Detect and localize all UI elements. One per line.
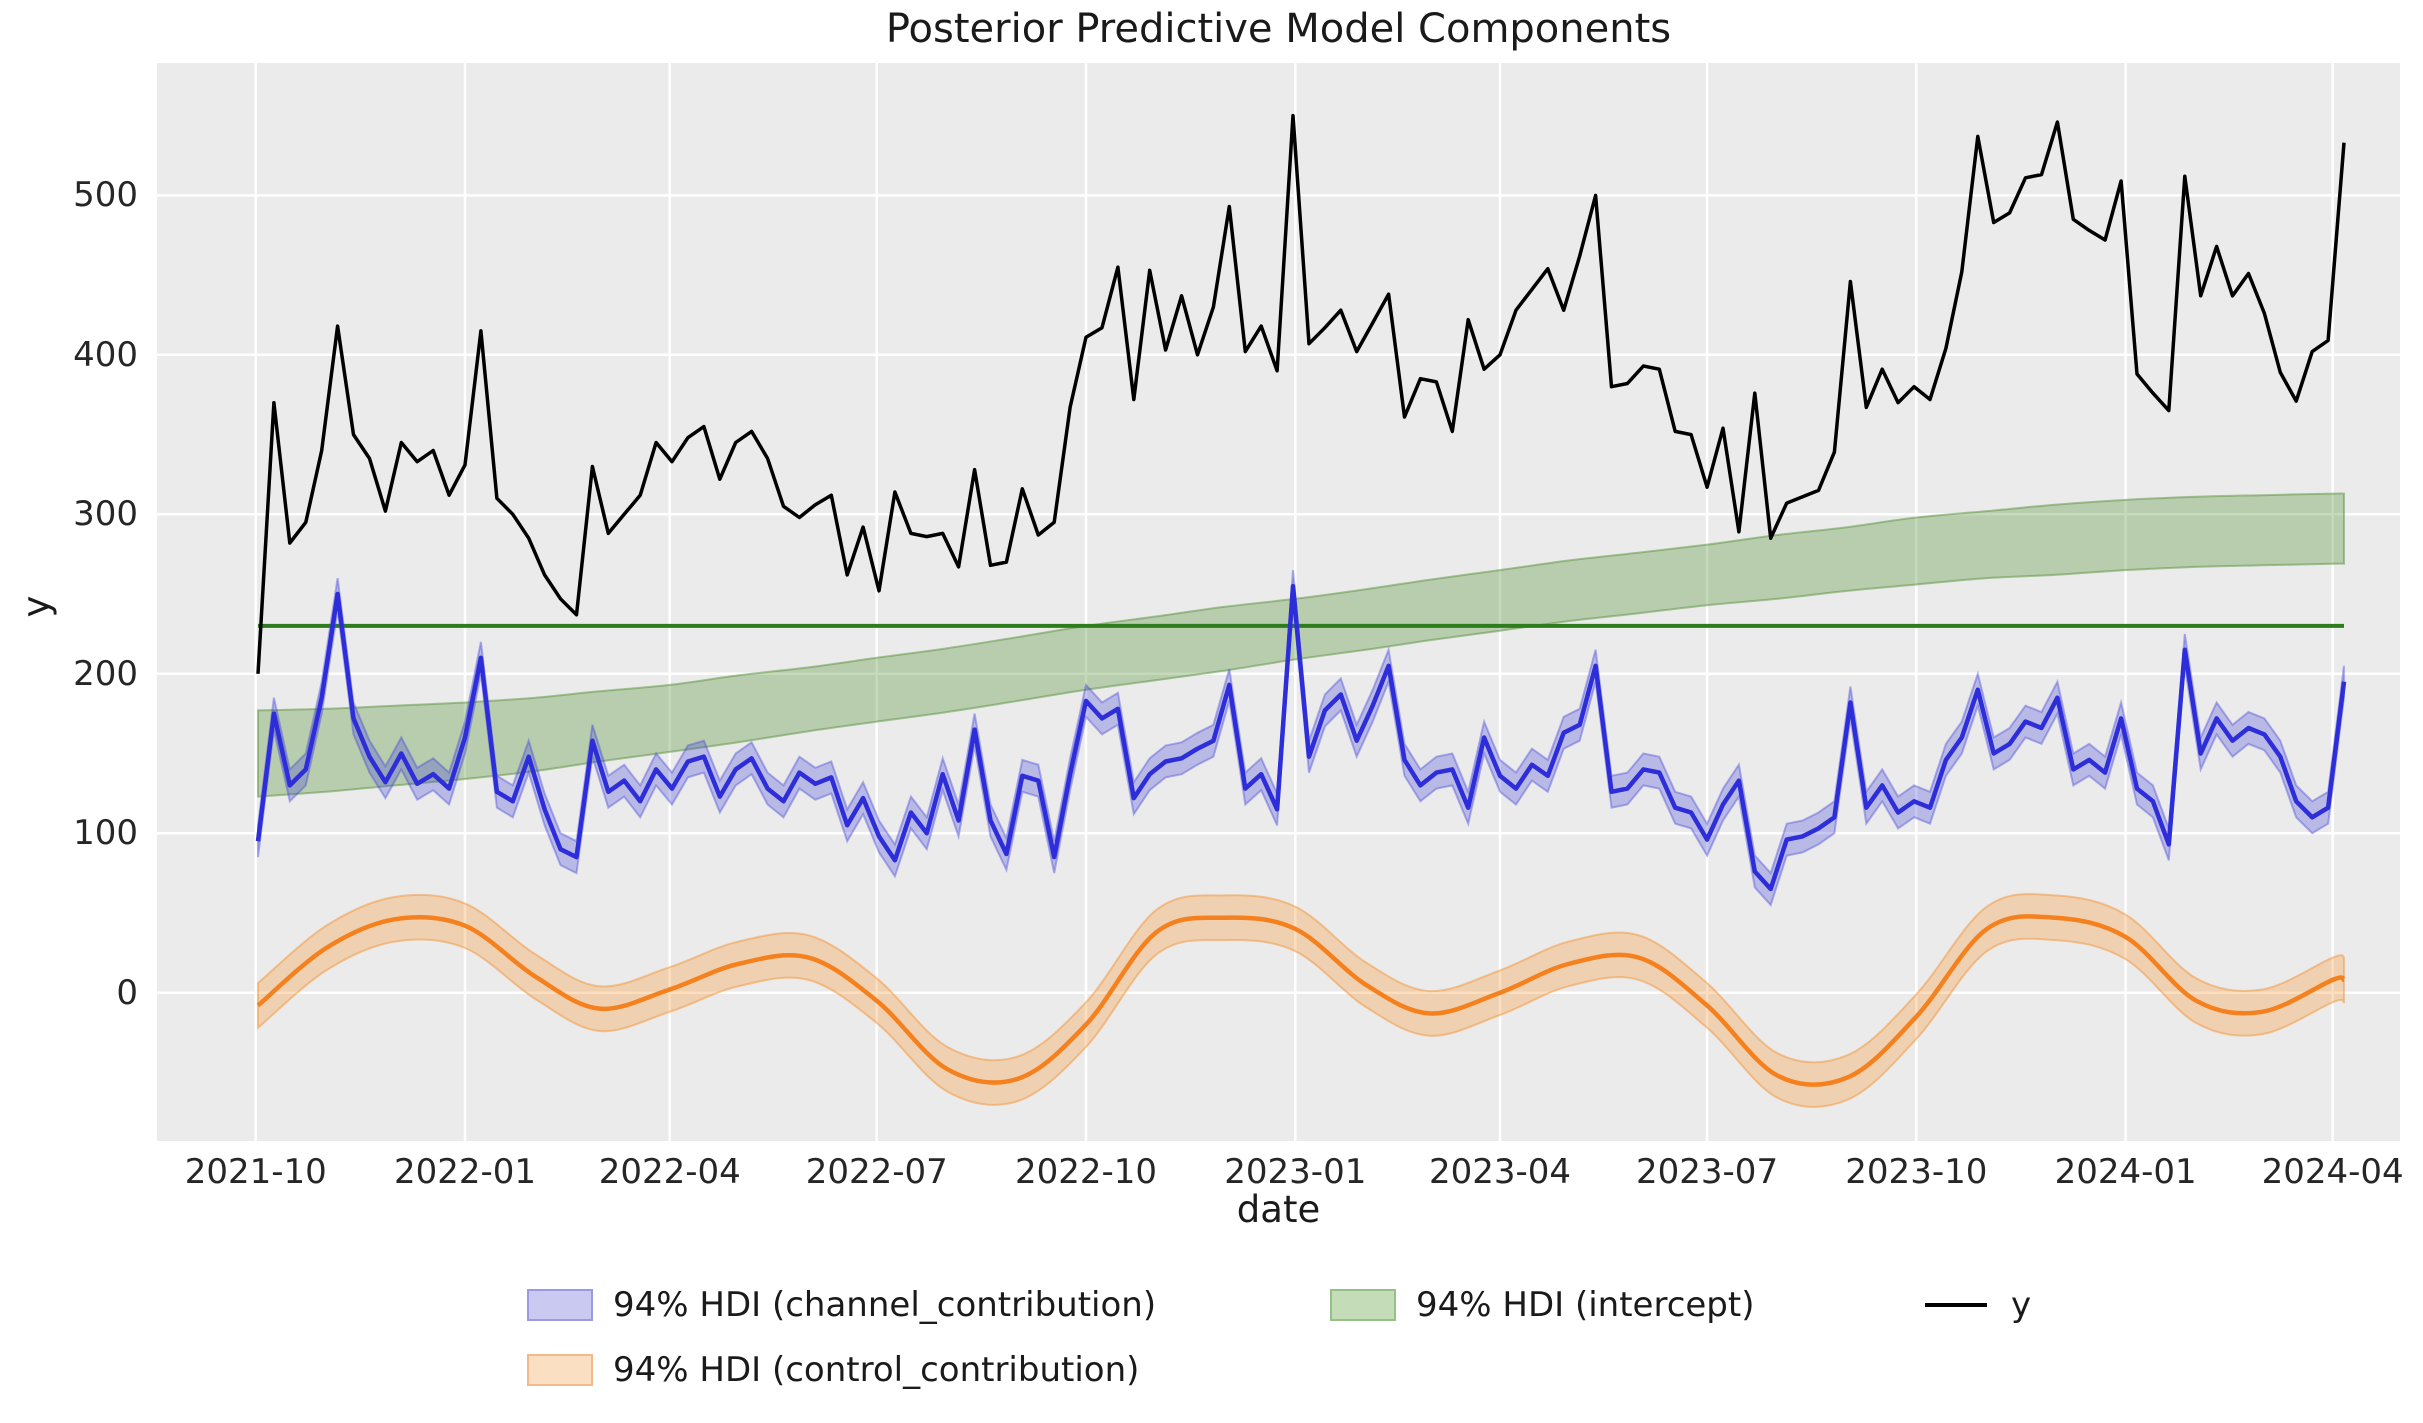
y-line-swatch <box>1925 1303 1987 1307</box>
x-tick-label: 2023-01 <box>1224 1152 1367 1192</box>
control-hdi-swatch <box>527 1354 593 1386</box>
legend-label-channel: 94% HDI (channel_contribution) <box>613 1285 1157 1325</box>
y-tick-label: 500 <box>73 175 138 216</box>
x-tick-label: 2024-01 <box>2054 1152 2197 1192</box>
y-tick-label: 400 <box>73 334 138 375</box>
x-tick-label: 2021-10 <box>184 1152 327 1192</box>
x-tick-label: 2023-04 <box>1429 1152 1572 1192</box>
x-tick-label: 2023-10 <box>1845 1152 1988 1192</box>
x-tick-label: 2022-04 <box>598 1152 741 1192</box>
y-axis-label: y <box>14 595 58 618</box>
x-axis-label: date <box>1236 1188 1321 1231</box>
x-tick-label: 2024-04 <box>2261 1152 2404 1192</box>
channel-hdi-swatch <box>527 1289 593 1321</box>
intercept-hdi-swatch <box>1330 1289 1396 1321</box>
y-tick-label: 0 <box>116 972 138 1013</box>
y-tick-label: 300 <box>73 494 138 535</box>
y-tick-label: 100 <box>73 813 138 854</box>
chart-title: Posterior Predictive Model Components <box>885 6 1672 52</box>
x-tick-label: 2022-10 <box>1014 1152 1158 1192</box>
legend-label-y: y <box>2011 1285 2032 1325</box>
plot-area <box>157 63 2400 1141</box>
legend-label-intercept: 94% HDI (intercept) <box>1416 1285 1755 1325</box>
x-tick-label: 2022-07 <box>805 1152 948 1192</box>
y-tick-label: 200 <box>73 653 138 694</box>
x-tick-label: 2023-07 <box>1636 1152 1779 1192</box>
chart-canvas <box>157 63 2400 1141</box>
legend-label-control: 94% HDI (control_contribution) <box>613 1350 1140 1390</box>
x-tick-label: 2022-01 <box>393 1152 537 1192</box>
